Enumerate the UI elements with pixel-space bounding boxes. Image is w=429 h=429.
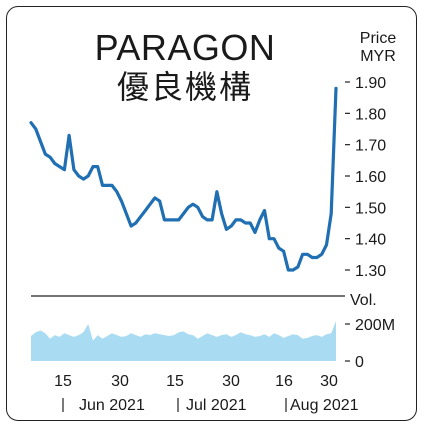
price-tick-label: 1.40 [355,232,386,249]
price-tick-label: 1.80 [355,106,386,123]
volume-area [31,321,336,361]
price-line [29,86,338,272]
price-unit-label: Price [359,30,397,47]
price-tick-label: 1.70 [355,138,386,155]
month-label: Jun 2021 [79,397,145,414]
price-tick-label: 1.30 [355,263,386,280]
chart-subtitle: 優良機構 [116,68,253,106]
volume-label: Vol. [350,292,377,309]
chart-title: PARAGON [94,27,276,68]
chart-frame [6,6,417,421]
price-tick-label: 1.90 [355,75,386,92]
x-tick-label: 30 [320,373,338,390]
price-tick-label: 1.60 [355,169,386,186]
x-tick-label: 30 [111,373,129,390]
price-tick-label: 1.50 [355,200,386,217]
volume-tick-label: 200M [355,317,395,334]
x-tick-label: 30 [222,373,240,390]
x-tick-label: 16 [275,373,293,390]
volume-tick-label: 0 [355,354,364,371]
x-tick-label: 15 [54,373,72,390]
x-tick-label: 15 [166,373,184,390]
price-currency-label: MYR [360,48,396,65]
month-label: Jul 2021 [186,397,247,414]
month-label: Aug 2021 [290,397,359,414]
